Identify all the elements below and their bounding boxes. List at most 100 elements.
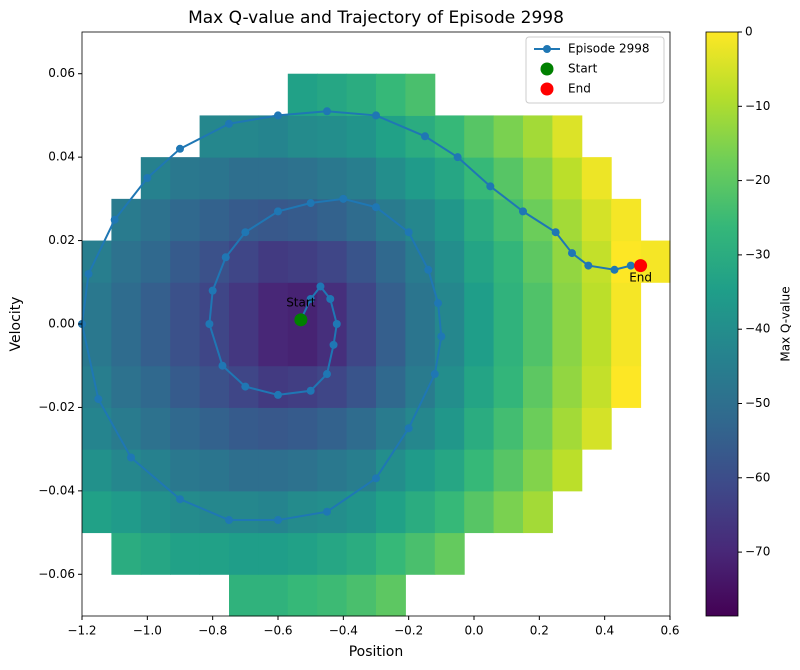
heatmap-cell bbox=[376, 324, 406, 367]
heatmap-cell bbox=[434, 532, 465, 575]
trajectory-point bbox=[453, 153, 462, 162]
heatmap-cell bbox=[317, 73, 348, 116]
trajectory-point bbox=[424, 265, 433, 274]
heatmap-cell bbox=[376, 574, 406, 617]
heatmap-cell bbox=[287, 240, 318, 283]
heatmap-cell bbox=[493, 449, 524, 492]
trajectory-point bbox=[372, 203, 380, 212]
legend-marker bbox=[540, 62, 554, 76]
heatmap-cell bbox=[523, 324, 553, 367]
trajectory-point bbox=[221, 253, 230, 262]
heatmap-cell bbox=[523, 490, 553, 534]
y-tick-label: −0.06 bbox=[38, 567, 75, 581]
chart-title: Max Q-value and Trajectory of Episode 29… bbox=[188, 8, 564, 28]
heatmap-cell bbox=[376, 73, 406, 116]
heatmap-cell bbox=[434, 365, 465, 408]
heatmap-cell bbox=[140, 282, 171, 325]
colorbar-tick-label: −60 bbox=[745, 470, 770, 484]
colorbar-tick-label: −30 bbox=[745, 247, 770, 261]
trajectory-point bbox=[143, 174, 152, 182]
heatmap-cell bbox=[405, 282, 436, 325]
trajectory-point bbox=[274, 111, 282, 120]
heatmap-cell bbox=[493, 490, 524, 534]
heatmap-cell bbox=[258, 324, 289, 367]
trajectory-point bbox=[225, 516, 233, 525]
heatmap-cell bbox=[140, 490, 171, 534]
heatmap-cell bbox=[287, 407, 318, 450]
heatmap-cell bbox=[317, 365, 348, 408]
trajectory-point bbox=[430, 370, 439, 379]
trajectory-point bbox=[176, 144, 184, 153]
heatmap-cell bbox=[552, 449, 583, 492]
trajectory-point bbox=[584, 261, 593, 270]
heatmap-cell bbox=[464, 157, 495, 200]
heatmap-cell bbox=[346, 73, 377, 116]
heatmap-cell bbox=[493, 240, 524, 283]
colorbar bbox=[705, 31, 739, 617]
trajectory-point bbox=[323, 107, 331, 116]
trajectory-point bbox=[225, 119, 233, 128]
legend-marker bbox=[543, 45, 551, 53]
heatmap-cell bbox=[376, 198, 406, 242]
heatmap-cell bbox=[346, 449, 377, 492]
trajectory-point bbox=[332, 320, 341, 328]
heatmap-cell bbox=[581, 407, 612, 450]
trajectory-point bbox=[84, 269, 93, 278]
heatmap-cell bbox=[317, 157, 348, 200]
heatmap-cell bbox=[170, 365, 201, 408]
colorbar-tick-label: −50 bbox=[745, 396, 770, 410]
heatmap-cell bbox=[229, 324, 259, 367]
x-tick-label: −1.2 bbox=[67, 624, 96, 638]
heatmap-cell bbox=[552, 115, 583, 158]
heatmap-cell bbox=[287, 532, 318, 575]
y-axis-label: Velocity bbox=[8, 297, 24, 352]
colorbar-label: Max Q-value bbox=[779, 286, 793, 361]
trajectory-point bbox=[434, 299, 443, 308]
trajectory-point bbox=[323, 507, 331, 516]
heatmap-cell bbox=[493, 365, 524, 408]
trajectory-point bbox=[306, 294, 315, 303]
heatmap-cell bbox=[111, 490, 142, 534]
trajectory-point bbox=[205, 320, 214, 328]
heatmap-cell bbox=[229, 449, 259, 492]
heatmap-cell bbox=[287, 73, 318, 116]
heatmap-cell bbox=[464, 365, 495, 408]
x-tick-label: −0.8 bbox=[198, 624, 227, 638]
heatmap-cell bbox=[287, 115, 318, 158]
heatmap-cell bbox=[405, 73, 436, 116]
heatmap-cell bbox=[346, 490, 377, 534]
trajectory-point bbox=[241, 228, 250, 237]
heatmap-cell bbox=[258, 365, 289, 408]
heatmap-cell bbox=[581, 324, 612, 367]
heatmap-cell bbox=[405, 532, 436, 575]
heatmap-cell bbox=[199, 490, 230, 534]
y-tick-label: 0.04 bbox=[48, 150, 75, 164]
heatmap-cell bbox=[287, 574, 318, 617]
heatmap-cell bbox=[111, 282, 142, 325]
heatmap-cell bbox=[199, 449, 230, 492]
heatmap-cell bbox=[287, 490, 318, 534]
heatmap-cell bbox=[317, 115, 348, 158]
heatmap-cell bbox=[258, 574, 289, 617]
y-tick-label: −0.02 bbox=[38, 400, 75, 414]
trajectory-point bbox=[568, 249, 576, 258]
colorbar-tick-label: −40 bbox=[745, 322, 770, 336]
heatmap-cell bbox=[229, 407, 259, 450]
trajectory-point bbox=[329, 340, 338, 349]
heatmap-cell bbox=[434, 198, 465, 242]
legend-box bbox=[525, 36, 665, 104]
heatmap-cell bbox=[140, 324, 171, 367]
heatmap-cell bbox=[493, 198, 524, 242]
heatmap-cell bbox=[434, 115, 465, 158]
heatmap-cell bbox=[258, 115, 289, 158]
heatmap-cell bbox=[82, 490, 112, 534]
heatmap-cell bbox=[523, 282, 553, 325]
trajectory-point bbox=[486, 182, 495, 191]
heatmap-cell bbox=[170, 282, 201, 325]
heatmap-cell bbox=[199, 365, 230, 408]
heatmap-cell bbox=[405, 449, 436, 492]
trajectory-point bbox=[316, 282, 325, 291]
y-tick-label: −0.04 bbox=[38, 483, 75, 497]
heatmap-cell bbox=[111, 407, 142, 450]
y-tick-label: 0.00 bbox=[48, 317, 75, 331]
